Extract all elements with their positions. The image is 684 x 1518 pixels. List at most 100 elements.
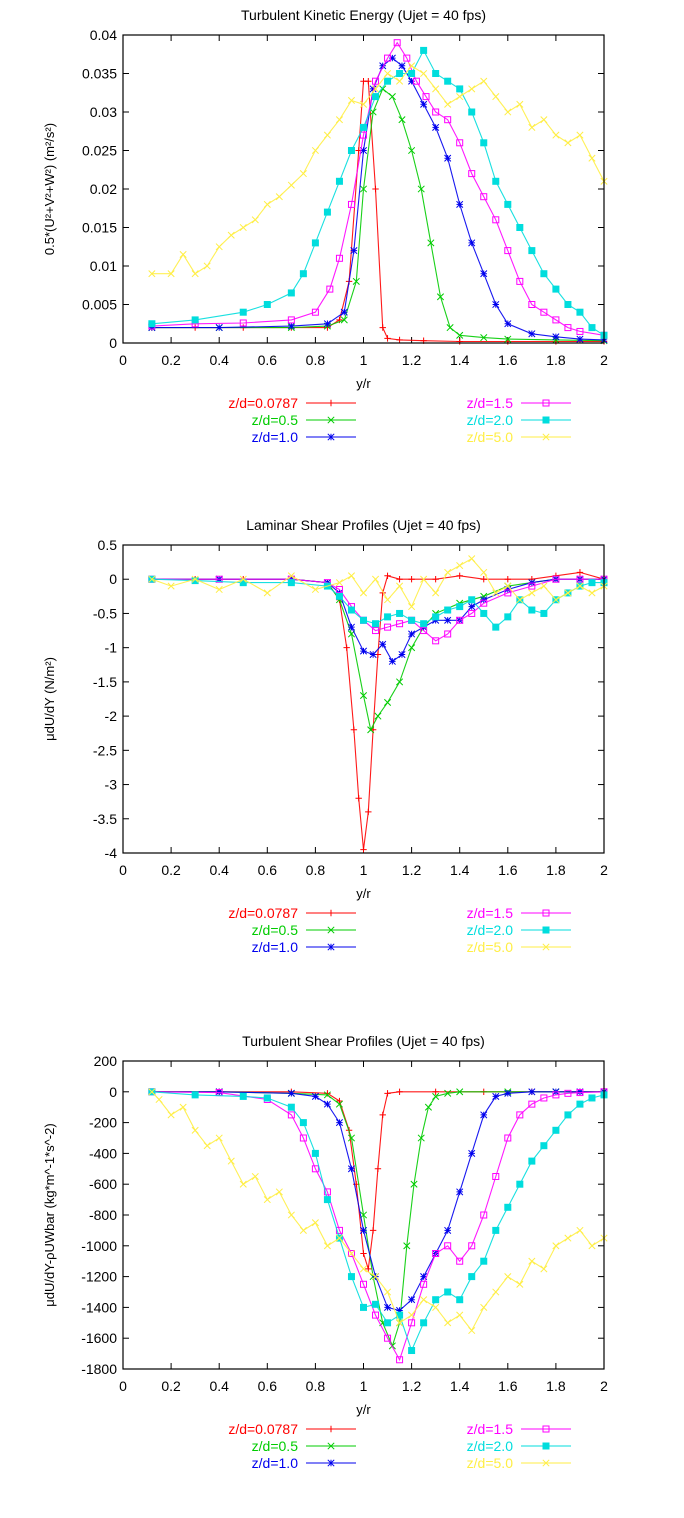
series-4 <box>148 46 608 339</box>
data-point <box>504 589 512 597</box>
data-point <box>420 100 428 108</box>
data-point <box>369 650 377 659</box>
data-point <box>340 308 348 316</box>
data-point <box>552 1126 560 1134</box>
data-point <box>432 613 440 621</box>
data-point <box>540 270 548 278</box>
data-point <box>456 1088 464 1096</box>
series-line <box>151 1091 605 1332</box>
x-tick-label: 0.4 <box>209 352 229 368</box>
data-point <box>365 808 372 816</box>
chart-title: Turbulent Kinetic Energy (Ujet = 40 fps) <box>241 7 486 23</box>
data-point <box>396 1306 404 1315</box>
data-point <box>372 627 380 635</box>
legend-marker <box>542 909 550 917</box>
data-point <box>336 1097 343 1105</box>
data-point <box>576 327 584 335</box>
legend-label: z/d=0.5 <box>252 412 299 428</box>
data-point <box>408 1347 416 1355</box>
data-point <box>239 308 247 316</box>
data-point <box>372 185 379 193</box>
data-point <box>427 239 435 247</box>
series-4 <box>148 1088 608 1355</box>
data-point <box>456 1296 464 1304</box>
data-point <box>528 589 536 597</box>
x-tick-label: 1.8 <box>546 862 566 878</box>
data-point <box>275 193 283 201</box>
x-tick-label: 1.6 <box>498 352 518 368</box>
x-tick-label: 1.2 <box>402 1378 422 1394</box>
series-line <box>151 80 604 343</box>
y-tick-label: -3.5 <box>93 811 117 827</box>
data-point <box>576 308 584 316</box>
data-point <box>263 1196 271 1204</box>
data-point <box>359 1226 368 1234</box>
data-point <box>167 270 175 278</box>
data-point <box>335 1100 344 1108</box>
data-point <box>456 1257 464 1265</box>
y-tick-label: 0.015 <box>82 220 117 236</box>
data-point <box>564 139 572 147</box>
data-point <box>251 216 259 224</box>
data-point <box>420 1280 428 1288</box>
data-point <box>393 39 401 47</box>
data-point <box>492 1226 500 1234</box>
series-line <box>151 1091 604 1312</box>
chart-title: Turbulent Shear Profiles (Ujet = 40 fps) <box>242 1033 485 1049</box>
data-point <box>239 1180 247 1188</box>
legend-label: z/d=0.0787 <box>228 905 298 921</box>
data-point <box>528 1100 536 1108</box>
legend-marker <box>327 399 335 407</box>
data-point <box>360 1303 367 1311</box>
data-point <box>323 1188 331 1196</box>
series-1 <box>148 85 608 345</box>
data-point <box>528 582 536 590</box>
data-point <box>347 606 355 614</box>
plot-frame <box>122 1060 605 1370</box>
data-point <box>396 1356 404 1364</box>
data-point <box>371 85 380 93</box>
data-point <box>379 62 387 70</box>
legend-label: z/d=2.0 <box>467 412 514 428</box>
data-point <box>396 582 404 590</box>
data-point <box>369 108 377 116</box>
data-point <box>424 1103 432 1111</box>
data-point <box>444 616 452 624</box>
data-point <box>468 609 476 617</box>
data-point <box>359 1265 368 1273</box>
data-point <box>311 308 319 316</box>
data-point <box>360 123 367 131</box>
data-point <box>504 247 512 255</box>
data-point <box>540 308 548 316</box>
x-tick-label: 0.4 <box>209 1378 229 1394</box>
x-axis-label: y/r <box>356 376 371 391</box>
data-point <box>384 77 392 85</box>
y-axis-label: μdU/dY-ρUWbar (kg*m^-1*s^-2) <box>42 1123 57 1306</box>
data-point <box>388 657 396 665</box>
data-point <box>359 100 368 108</box>
data-point <box>311 1149 319 1157</box>
data-point <box>352 277 360 285</box>
data-point <box>398 62 406 70</box>
data-point <box>379 640 387 648</box>
data-point <box>335 592 343 600</box>
series-line <box>151 578 604 642</box>
data-point <box>167 582 175 590</box>
data-point <box>420 1319 428 1327</box>
legend-marker <box>327 1459 335 1467</box>
legend-marker <box>542 1442 550 1450</box>
legend-label: z/d=0.0787 <box>228 1421 298 1437</box>
data-point <box>408 603 416 611</box>
series-3 <box>148 39 608 339</box>
data-point <box>347 1134 356 1142</box>
data-point <box>528 123 536 131</box>
data-point <box>432 123 440 131</box>
data-point <box>456 1311 464 1319</box>
data-point <box>420 575 428 583</box>
data-point <box>359 589 368 597</box>
x-tick-label: 0 <box>119 352 127 368</box>
data-point <box>456 561 464 570</box>
data-point <box>444 116 452 124</box>
data-point <box>384 572 391 579</box>
legend-label: z/d=1.0 <box>252 939 299 955</box>
